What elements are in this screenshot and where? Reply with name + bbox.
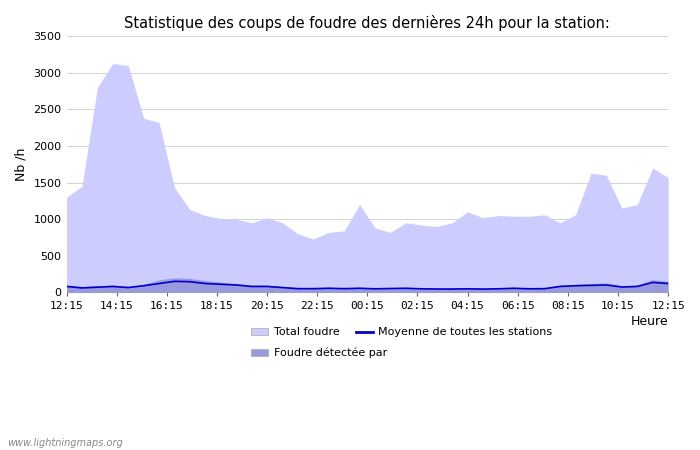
Title: Statistique des coups de foudre des dernières 24h pour la station:: Statistique des coups de foudre des dern…	[125, 15, 610, 31]
Y-axis label: Nb /h: Nb /h	[15, 148, 28, 181]
Text: www.lightningmaps.org: www.lightningmaps.org	[7, 438, 122, 448]
Text: Heure: Heure	[631, 315, 668, 328]
Legend: Foudre détectée par: Foudre détectée par	[247, 343, 391, 363]
